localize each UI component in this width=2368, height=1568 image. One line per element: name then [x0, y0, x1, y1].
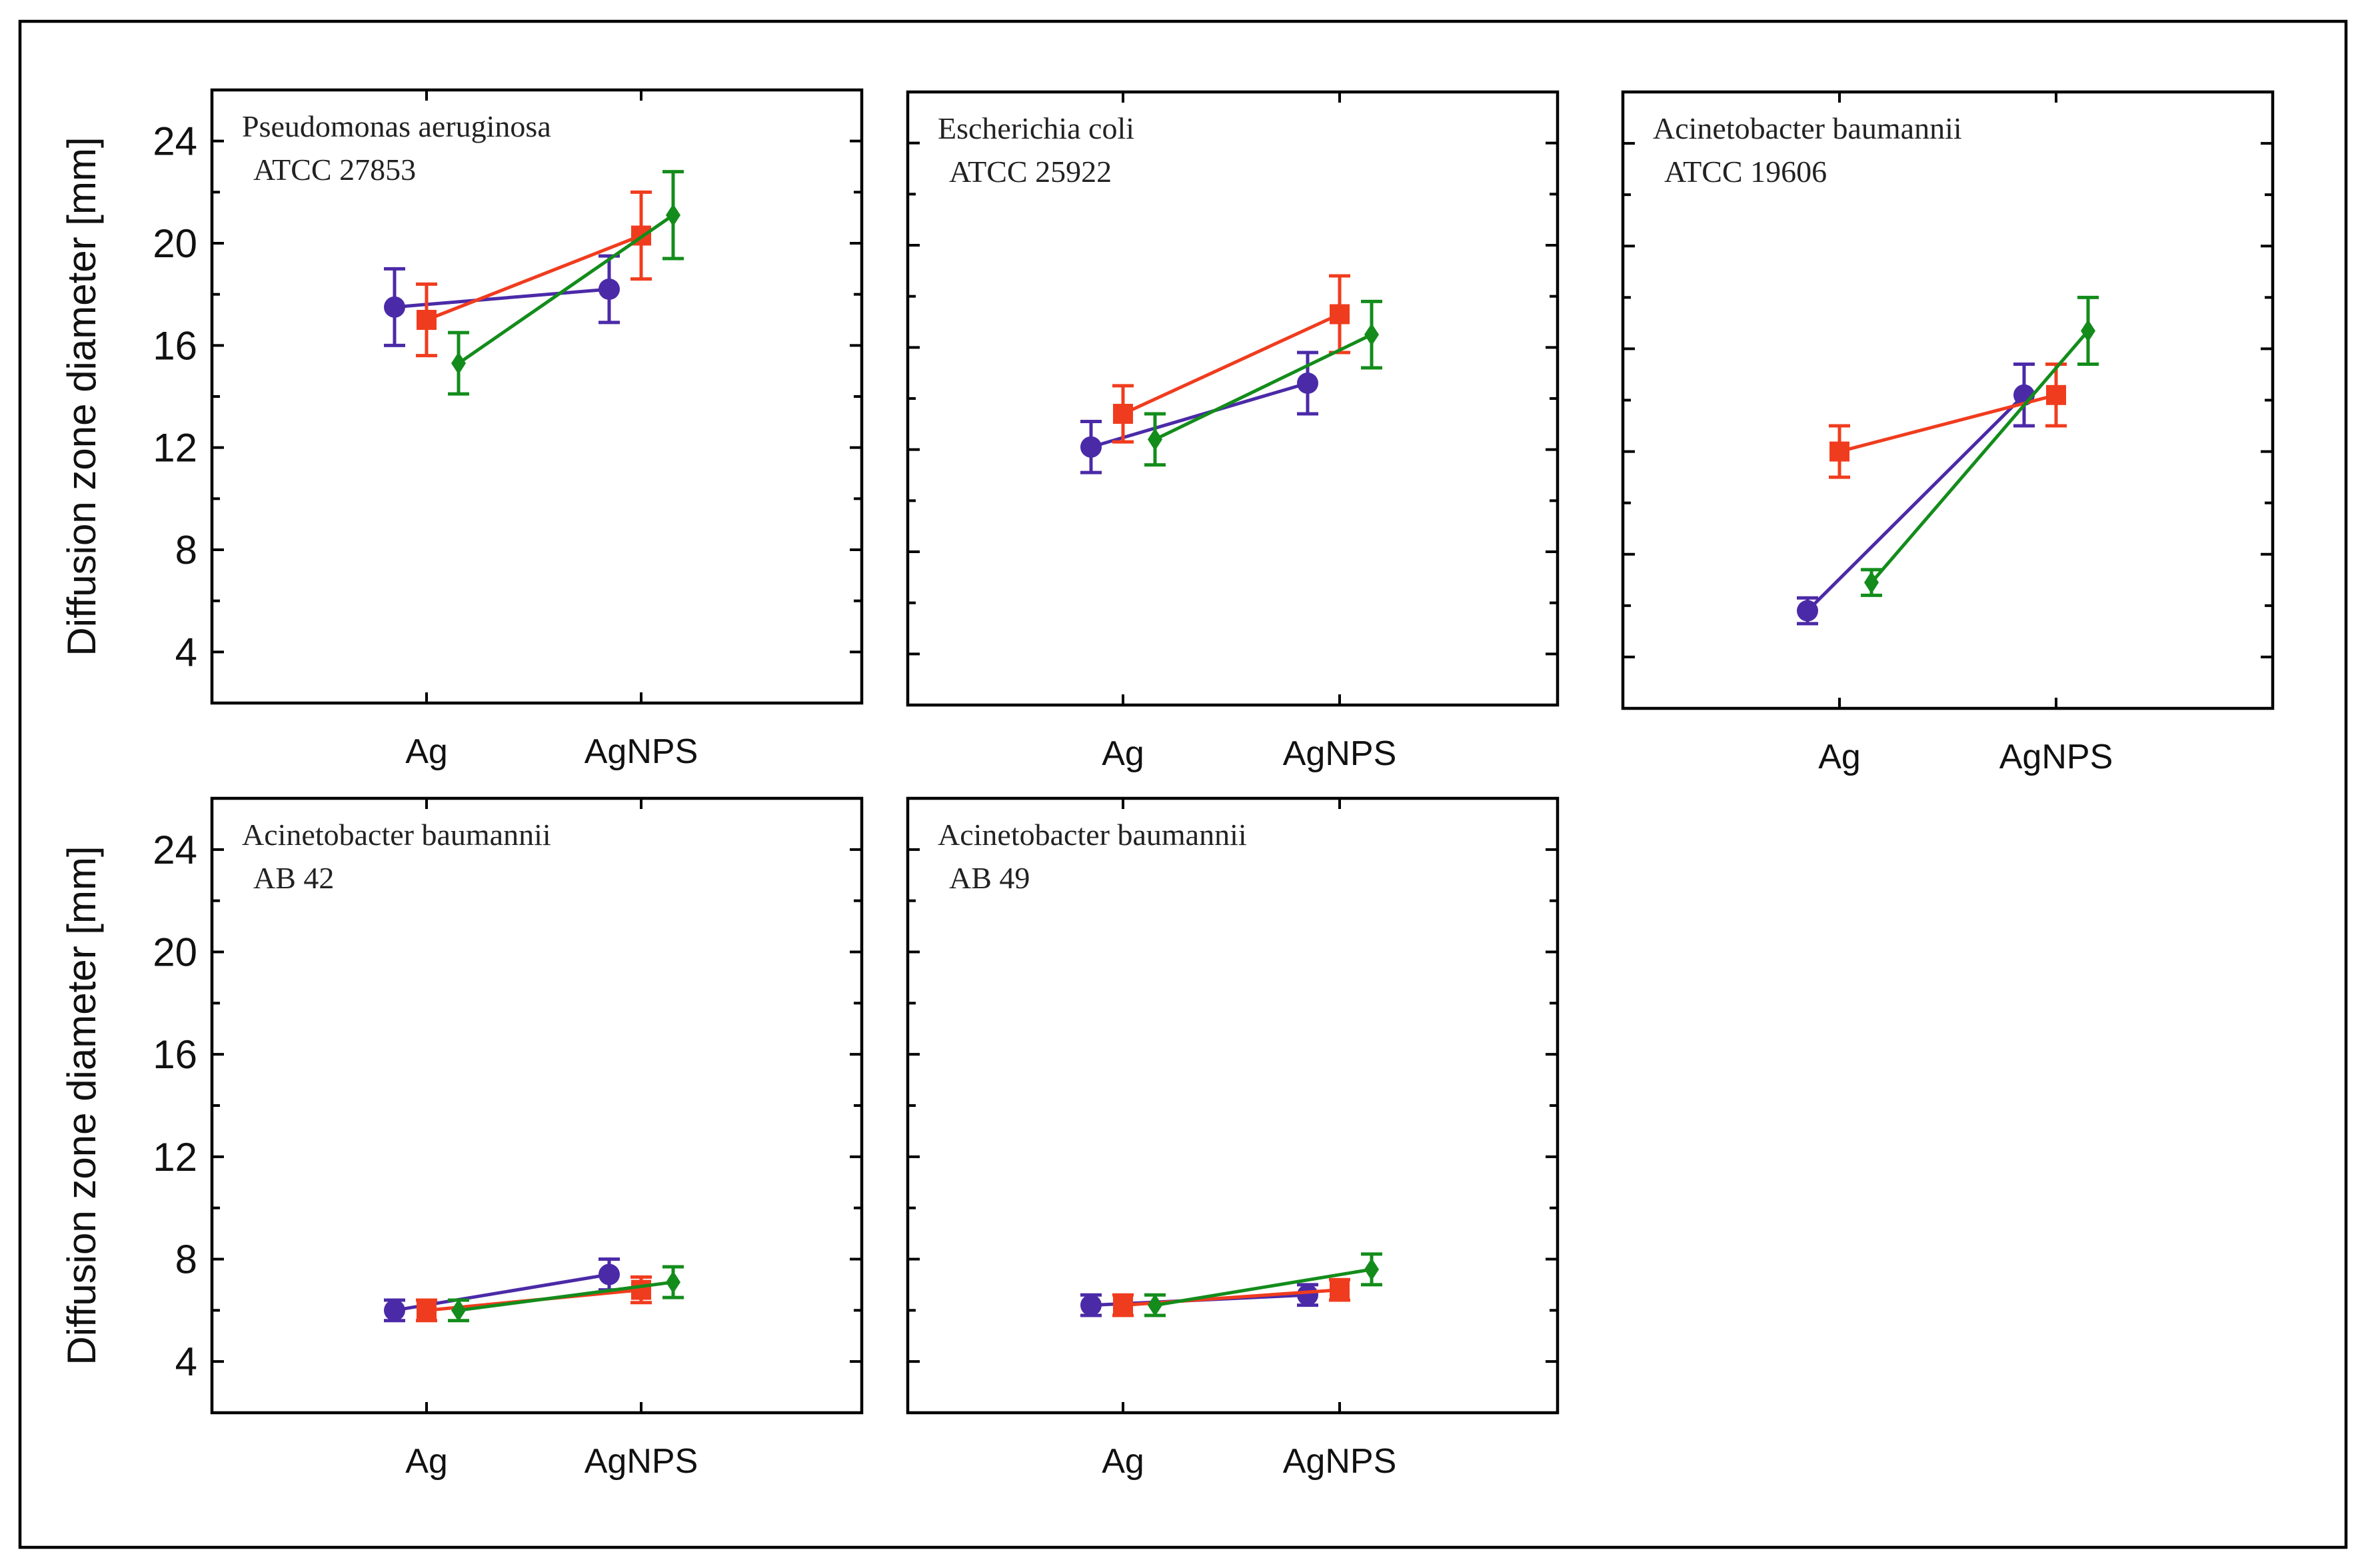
data-point [384, 296, 405, 318]
series-line [1090, 381, 1308, 449]
y-axis-label: Diffusion zone diameter [mm] [59, 846, 104, 1365]
y-tick-label: 24 [153, 828, 197, 872]
data-point [384, 1299, 405, 1321]
series-line [1870, 329, 2089, 584]
data-point [1829, 441, 1849, 462]
data-point [451, 352, 466, 375]
chart-panel: Ag AgNPS Escherichia coli ATCC 25922 [906, 90, 1560, 773]
x-tick-label: AgNPS [1999, 738, 2113, 776]
data-point [1364, 1257, 1379, 1281]
data-point [2046, 385, 2066, 405]
x-tick-label: Ag [405, 1442, 448, 1481]
series-line [1122, 313, 1341, 416]
chart-panel: Ag AgNPS Acinetobacter baumannii AB 49 [906, 796, 1560, 1481]
data-point [1864, 571, 1879, 594]
data-point [2081, 319, 2095, 343]
y-tick-label: 4 [175, 1339, 197, 1384]
y-tick-label: 8 [175, 1237, 197, 1282]
x-tick-label: AgNPS [1283, 734, 1397, 773]
series-line [1839, 393, 2057, 454]
x-tick-label: Ag [1102, 1442, 1144, 1481]
data-point [1080, 436, 1102, 458]
series-line [394, 287, 610, 309]
x-tick-label: Ag [1102, 734, 1144, 773]
data-point [1330, 1279, 1350, 1300]
series-line [1154, 333, 1373, 441]
data-point [1364, 323, 1379, 347]
y-tick-label: 20 [153, 221, 197, 266]
panel-subtitle: ATCC 25922 [949, 155, 1112, 189]
x-tick-label: AgNPS [585, 1442, 698, 1481]
data-point [1330, 304, 1350, 325]
panel-subtitle: ATCC 27853 [253, 153, 416, 187]
plot-area [210, 88, 864, 705]
series-line [426, 234, 642, 322]
chart-panel: 4 8 12 16 20 24 Diffusion zone diameter [mm] Ag… [59, 88, 864, 771]
y-tick-label: 4 [175, 630, 197, 674]
data-point [1113, 404, 1133, 424]
panel-subtitle: ATCC 19606 [1664, 155, 1827, 189]
x-tick-label: AgNPS [585, 732, 698, 771]
y-tick-label: 12 [153, 1135, 197, 1179]
data-point [451, 1299, 466, 1322]
data-point [1148, 1293, 1162, 1317]
y-tick-label: 20 [153, 930, 197, 975]
data-point [417, 1300, 437, 1321]
data-point [666, 203, 680, 227]
plot-area [1621, 90, 2275, 710]
data-point [1113, 1295, 1133, 1315]
x-tick-label: Ag [1818, 738, 1861, 776]
panel-title: Acinetobacter baumannii [938, 818, 1247, 852]
data-point [666, 1271, 680, 1294]
panel-title: Pseudomonas aeruginosa [242, 109, 551, 143]
panel-title: Acinetobacter baumannii [1653, 111, 1962, 145]
data-point [631, 1279, 651, 1300]
panel-subtitle: AB 42 [253, 861, 334, 895]
y-tick-label: 8 [175, 528, 197, 572]
data-point [1797, 600, 1818, 622]
y-tick-label: 16 [153, 323, 197, 368]
panel-title: Escherichia coli [938, 111, 1134, 145]
series-line [458, 1280, 674, 1312]
y-axis-label: Diffusion zone diameter [mm] [59, 137, 104, 656]
data-point [598, 1263, 620, 1285]
data-point [417, 310, 437, 330]
series-line [457, 213, 674, 365]
data-point [598, 279, 620, 300]
series-line [1154, 1267, 1372, 1307]
data-point [1080, 1294, 1102, 1316]
series-line [1806, 394, 2025, 612]
data-point [1297, 373, 1318, 394]
data-point [1297, 1284, 1318, 1306]
x-tick-label: AgNPS [1283, 1442, 1397, 1481]
x-tick-label: Ag [405, 732, 448, 771]
chart-panel: 4 8 12 16 20 24 Diffusion zone diameter [mm] Ag… [59, 796, 864, 1481]
y-tick-label: 16 [153, 1032, 197, 1077]
plot-area [906, 90, 1560, 707]
data-point [1148, 428, 1162, 451]
y-tick-label: 24 [153, 119, 197, 164]
plot-area [906, 796, 1560, 1415]
panel-title: Acinetobacter baumannii [242, 818, 551, 852]
chart-panel: Ag AgNPS Acinetobacter baumannii ATCC 19606 [1621, 90, 2275, 776]
panel-subtitle: AB 49 [949, 861, 1030, 895]
y-tick-label: 12 [153, 426, 197, 470]
